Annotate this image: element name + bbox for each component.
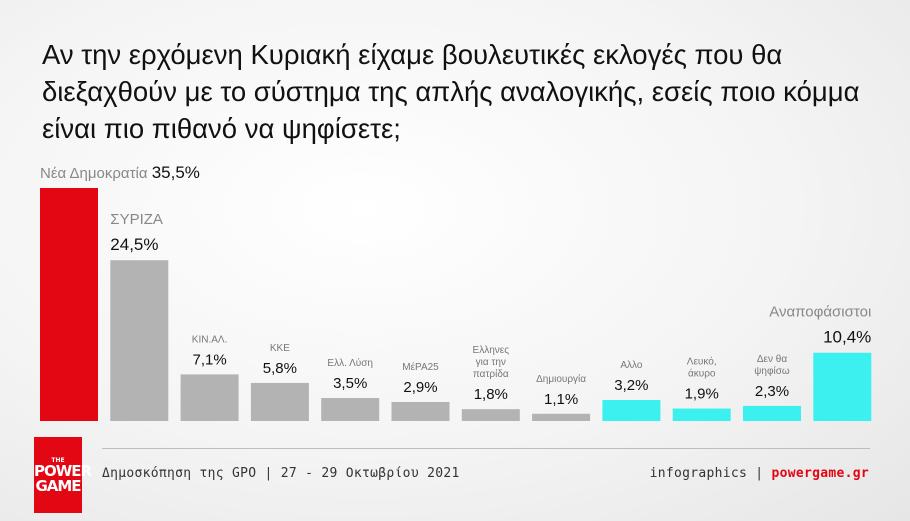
value-label-11: 2,3% (755, 383, 789, 400)
value-label-4: 5,8% (263, 360, 297, 377)
value-label-9: 3,2% (614, 377, 648, 394)
value-label-6: 2,9% (403, 379, 437, 396)
category-label-1: Νέα Δημοκρατία (40, 165, 152, 182)
bar-label-1: Νέα Δημοκρατία 35,5% (40, 163, 200, 182)
credit-note: infographics | powergame.gr (650, 466, 869, 481)
credit-prefix: infographics | (649, 466, 772, 481)
category-label-10-line-1: Λευκό, (687, 356, 717, 368)
value-label-10: 1,9% (685, 386, 719, 403)
bar-6 (391, 401, 450, 421)
category-label-12: Αναποφάσιστοι (769, 304, 871, 321)
bar-10 (672, 408, 731, 421)
bar-9 (602, 399, 661, 421)
chart-title: Αν την ερχόμενη Κυριακή είχαμε βουλευτικ… (42, 39, 860, 144)
power-game-logo[interactable]: THE POWER GAME (34, 437, 92, 513)
value-label-3: 7,1% (192, 351, 226, 368)
value-label-5: 3,5% (333, 375, 367, 392)
value-label-12: 10,4% (823, 328, 871, 347)
bar-3 (180, 374, 239, 421)
category-label-9: Αλλο (620, 360, 643, 371)
value-label-2: 24,5% (110, 235, 158, 254)
bar-7 (461, 409, 520, 421)
bar-8 (532, 413, 591, 421)
value-label-1: 35,5% (152, 163, 200, 182)
footer-divider (102, 448, 870, 449)
bar-5 (321, 398, 380, 421)
category-label-11-line-1: Δεν θα (757, 354, 787, 365)
category-label-3: ΚΙΝ.ΑΛ. (192, 334, 228, 345)
category-label-7-line-1: Ελληνες (473, 345, 510, 356)
source-note: Δημοσκόπηση της GPO | 27 - 29 Οκτωβρίου … (102, 466, 460, 481)
category-label-8: Δημιουργία (536, 373, 586, 385)
category-label-2: ΣΥΡΙΖΑ (110, 211, 163, 228)
category-label-7-line-2: για την (476, 357, 506, 368)
bar-11 (743, 405, 801, 421)
category-label-5: Ελλ. Λύση (327, 357, 373, 369)
category-label-6: ΜέΡΑ25 (402, 361, 439, 373)
bar-4 (250, 382, 309, 421)
logo-the: THE (51, 457, 65, 464)
category-label-4: ΚΚΕ (270, 343, 290, 354)
category-label-11-line-2: ψηφίσω (754, 365, 790, 377)
logo-game: GAME (35, 477, 81, 495)
value-label-7: 1,8% (474, 386, 508, 403)
credit-brand-link[interactable]: powergame.gr (771, 466, 869, 481)
value-label-8: 1,1% (544, 391, 578, 408)
category-label-10-line-2: άκυρο (688, 368, 716, 380)
bar-1 (40, 188, 98, 421)
category-label-7-line-3: πατρίδα (473, 368, 509, 380)
bar-2 (110, 260, 169, 421)
logo-power: POWER (34, 462, 92, 480)
bar-12 (813, 352, 872, 421)
